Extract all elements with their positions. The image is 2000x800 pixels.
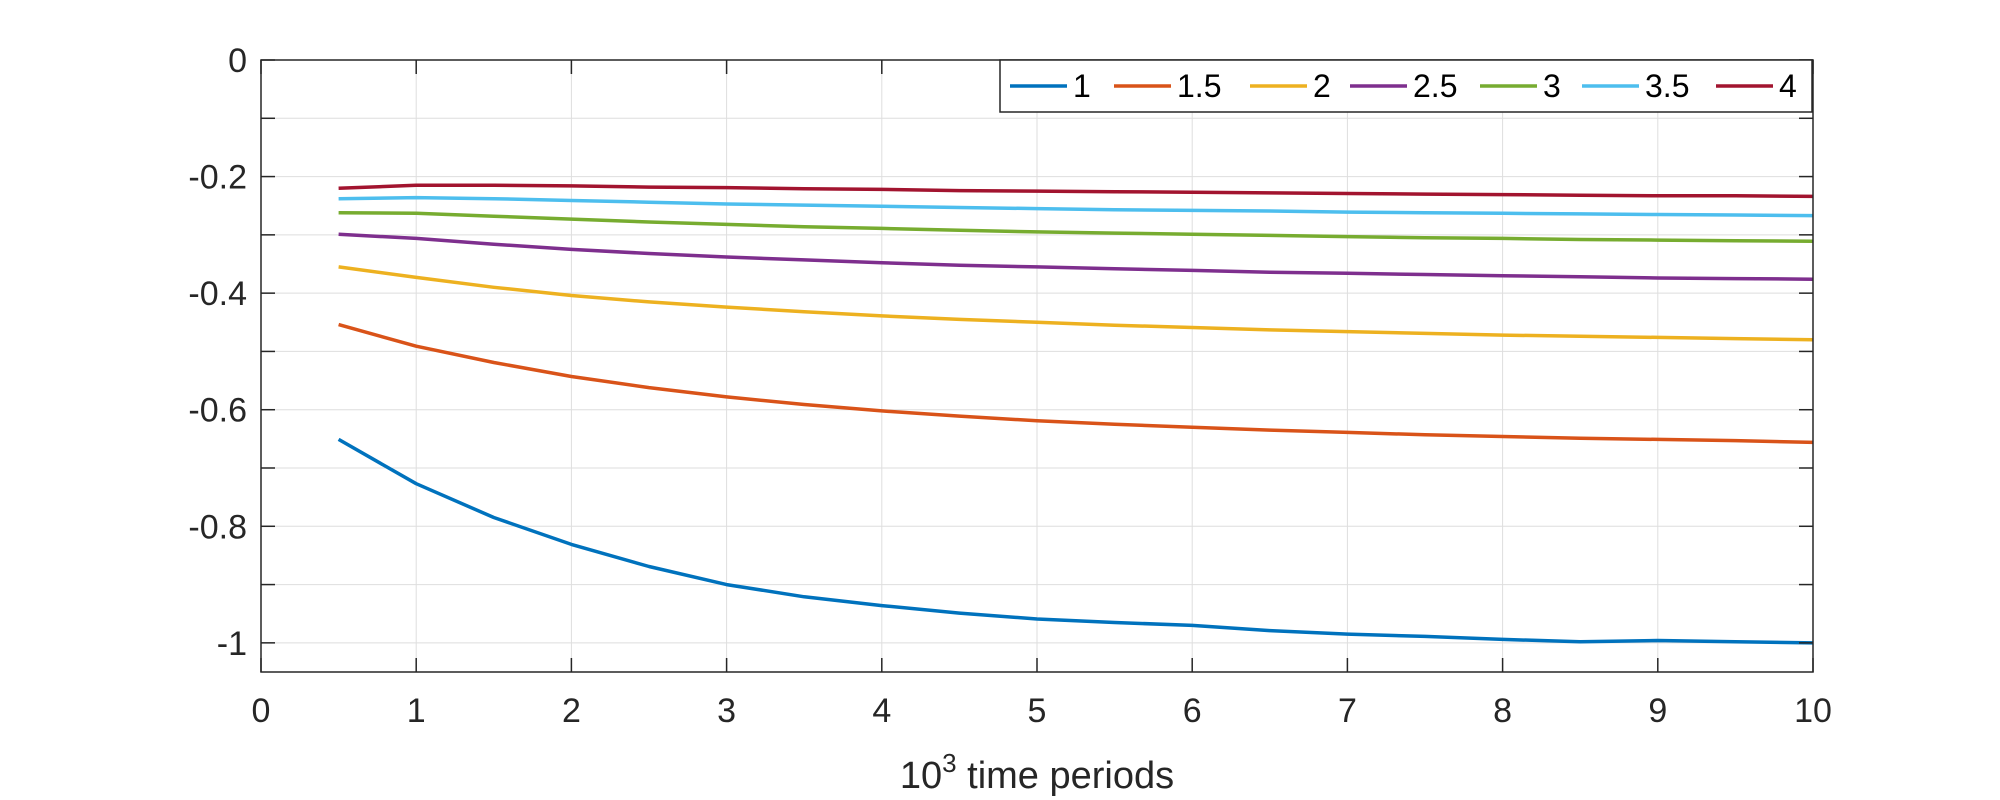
x-axis-label: 103 time periods xyxy=(900,748,1174,797)
x-tick-label: 8 xyxy=(1493,692,1512,730)
y-tick-label: -0.2 xyxy=(188,159,247,197)
x-axis-label-base: 10 xyxy=(900,755,942,797)
x-tick-label: 6 xyxy=(1183,692,1202,730)
x-axis-label-rest: time periods xyxy=(957,755,1175,797)
legend-label-3: 3 xyxy=(1543,68,1561,104)
legend-label-3.5: 3.5 xyxy=(1645,68,1689,104)
x-tick-label: 2 xyxy=(562,692,581,730)
x-tick-label: 4 xyxy=(872,692,891,730)
y-tick-label: -0.4 xyxy=(188,275,247,313)
y-tick-label: 0 xyxy=(228,42,247,80)
axis-ticks: 0 1 2 3 4 5 6 7 8 9 10 0 -0.2 -0.4 -0.6 -0.8 -1 xyxy=(188,42,1832,730)
legend-label-4: 4 xyxy=(1779,68,1797,104)
series-line-4 xyxy=(338,183,1814,199)
legend-label-2: 2 xyxy=(1313,68,1331,104)
x-tick-label: 5 xyxy=(1028,692,1047,730)
legend-label-1.5: 1.5 xyxy=(1177,68,1221,104)
series-lines xyxy=(337,183,1814,645)
x-tick-label: 9 xyxy=(1648,692,1667,730)
y-tick-label: -1 xyxy=(217,625,247,663)
x-tick-label: 10 xyxy=(1794,692,1832,730)
series-line-3.5 xyxy=(338,195,1814,218)
legend: 1 1.5 2 2.5 3 3.5 4 xyxy=(999,59,1813,113)
grid xyxy=(260,59,1814,672)
x-tick-label: 0 xyxy=(252,692,271,730)
x-axis-label-exponent: 3 xyxy=(942,748,956,778)
series-line-3 xyxy=(338,210,1814,244)
series-line-2 xyxy=(338,265,1814,342)
legend-label-1: 1 xyxy=(1073,68,1091,104)
y-tick-label: -0.8 xyxy=(188,508,247,546)
series-line-1.5 xyxy=(338,322,1814,445)
x-tick-label: 3 xyxy=(717,692,736,730)
x-tick-label: 1 xyxy=(407,692,426,730)
legend-label-2.5: 2.5 xyxy=(1413,68,1457,104)
y-tick-label: -0.6 xyxy=(188,392,247,430)
series-line-1 xyxy=(337,437,1814,645)
series-line-2.5 xyxy=(338,232,1814,281)
x-tick-label: 7 xyxy=(1338,692,1357,730)
